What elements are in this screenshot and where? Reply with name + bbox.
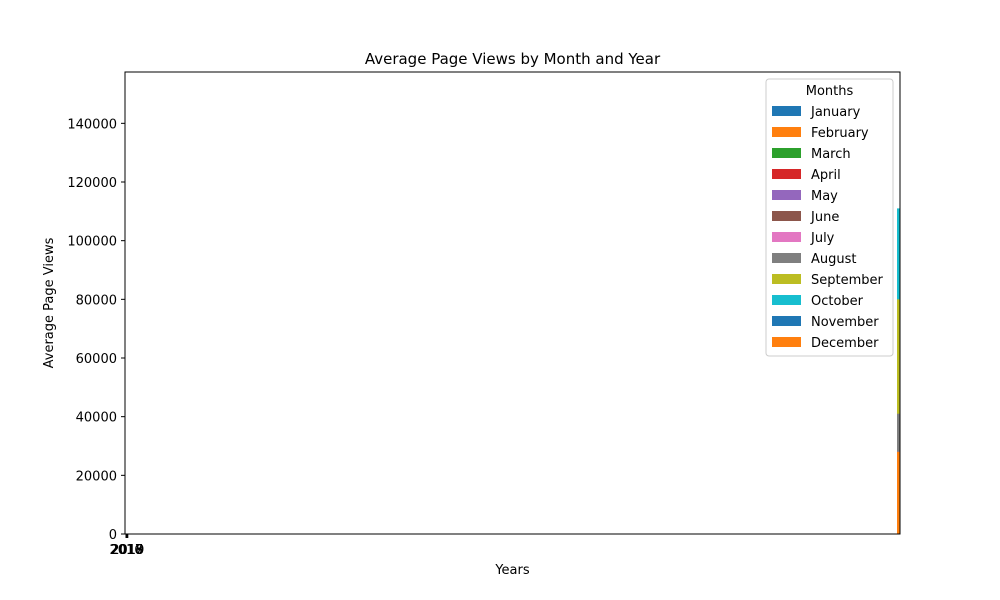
legend: Months January February March April May June Ju… (765, 78, 894, 357)
y-tick-label: 20000 (76, 469, 117, 484)
y-tick-label: 80000 (76, 293, 117, 308)
x-tick-label: 2019 (111, 543, 144, 558)
legend-swatch (772, 211, 801, 221)
y-axis: 0 20000 40000 60000 80000 100000 120000 140000 (67, 117, 125, 543)
y-tick-label: 100000 (67, 235, 117, 250)
legend-swatch (772, 316, 801, 326)
y-tick-label: 40000 (76, 411, 117, 426)
legend-swatch (772, 232, 801, 242)
x-tick-label: 2018 (111, 543, 144, 558)
y-tick-label: 140000 (67, 117, 117, 132)
legend-swatch (772, 127, 801, 137)
plot-frame (124, 71, 901, 535)
x-axis-label: Years (494, 563, 530, 578)
x-tick-label: 2016 (109, 543, 142, 558)
legend-swatch (772, 148, 801, 158)
legend-swatch (772, 295, 801, 305)
legend-label: December (811, 336, 879, 351)
legend-label: November (811, 315, 879, 330)
x-tick-label: 2017 (110, 543, 143, 558)
legend-swatch (772, 337, 801, 347)
legend-swatch (772, 169, 801, 179)
legend-label: March (811, 147, 851, 162)
legend-label: May (811, 189, 838, 204)
legend-swatch (772, 190, 801, 200)
bars-layer (897, 208, 900, 534)
legend-label: October (811, 294, 864, 309)
legend-swatch (772, 253, 801, 263)
y-tick-label: 0 (109, 528, 117, 543)
legend-label: February (811, 126, 869, 141)
legend-swatch (772, 274, 801, 284)
y-tick-label: 60000 (76, 352, 117, 367)
legend-swatch (772, 106, 801, 116)
legend-label: June (810, 210, 839, 225)
chart-title: Average Page Views by Month and Year (365, 50, 661, 68)
y-axis-label: Average Page Views (42, 237, 57, 368)
legend-label: September (811, 273, 884, 288)
legend-label: August (811, 252, 857, 267)
legend-title: Months (806, 84, 854, 99)
legend-label: January (810, 105, 861, 120)
y-tick-label: 120000 (67, 176, 117, 191)
legend-label: April (811, 168, 841, 183)
legend-label: July (810, 231, 835, 246)
bar-december (897, 451, 900, 534)
